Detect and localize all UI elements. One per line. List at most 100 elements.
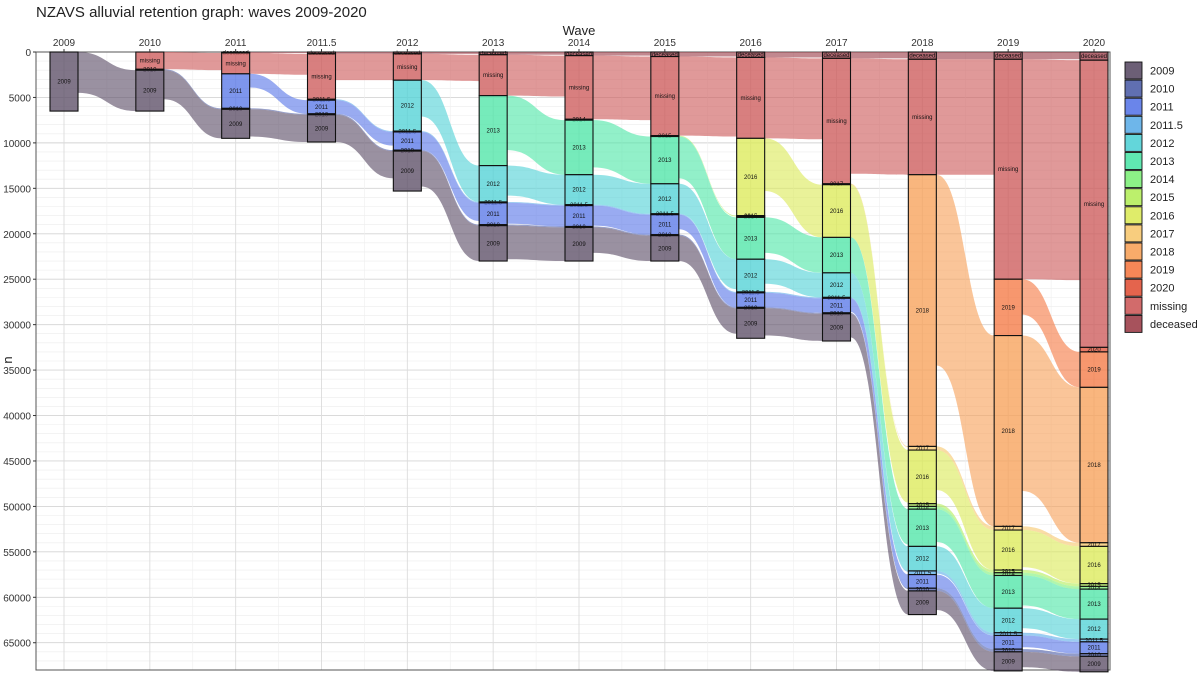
- stratum-label: 2016: [830, 209, 844, 215]
- stratum-2017-2012: [821, 272, 852, 298]
- stratum-label: missing: [912, 115, 932, 121]
- y-axis-title: n: [0, 356, 15, 363]
- stratum-2019-missing: [993, 58, 1023, 280]
- flow-2011: [593, 205, 651, 235]
- stratum-2016-2016: [736, 137, 766, 217]
- flow-deceased: [507, 52, 565, 55]
- stratum-label: 2011: [401, 139, 415, 145]
- x-tick-label: 2012: [396, 38, 419, 49]
- stratum-label: 2013: [1087, 602, 1101, 608]
- stratum-2015-2013: [650, 135, 680, 185]
- stratum-label: deceased: [995, 54, 1021, 60]
- x-tick-label: 2016: [740, 38, 763, 49]
- stratum-2020-2013: [1079, 588, 1109, 620]
- stratum-label: 2009: [1001, 659, 1015, 665]
- stratum-label: missing: [225, 61, 245, 67]
- x-tick-label: 2011.5: [307, 38, 337, 49]
- x-tick-label: 2017: [825, 38, 848, 49]
- stratum-label: 2009: [916, 601, 930, 607]
- stratum-2016-2009: [736, 307, 766, 339]
- stratum-label: missing: [740, 96, 760, 102]
- legend-swatch: [1124, 260, 1143, 279]
- flow-2013: [507, 95, 565, 175]
- stratum-label: 2012: [916, 557, 930, 563]
- flow-2013: [1022, 575, 1080, 620]
- stratum-label: 2016: [1001, 548, 1015, 554]
- flow-missing: [421, 53, 480, 82]
- stratum-label: missing: [483, 73, 503, 79]
- stratum-2017-missing: [821, 57, 852, 185]
- flow-2013: [936, 509, 995, 609]
- stratum-label: deceased: [738, 53, 764, 59]
- flow-missing: [678, 56, 737, 137]
- stratum-2017-2013: [821, 236, 852, 274]
- flow-2009: [335, 114, 394, 179]
- stratum-label: 2011: [1002, 640, 1016, 646]
- stratum-2016-2013: [736, 216, 766, 260]
- flow-2017: [1022, 526, 1080, 547]
- flow-2012: [764, 259, 823, 298]
- y-tick-label: 35000: [3, 366, 31, 377]
- flow-2018: [936, 174, 995, 527]
- flow-deceased: [421, 52, 480, 54]
- flow-2009: [764, 308, 823, 342]
- stratum-2019-2009: [993, 651, 1023, 672]
- x-tick-label: 2013: [482, 38, 505, 49]
- flow-2016: [936, 450, 995, 571]
- y-tick-label: 5000: [9, 93, 32, 104]
- stratum-label: 2017: [1001, 526, 1015, 532]
- y-tick-label: 20000: [3, 230, 31, 241]
- stratum-2019-2016: [993, 529, 1023, 571]
- stratum-2018-missing: [907, 58, 937, 176]
- stratum-label: 2012: [1001, 618, 1015, 624]
- flow-deceased: [1022, 52, 1080, 60]
- stratum-label: 2013: [1001, 590, 1015, 596]
- stratum-label: deceased: [823, 53, 849, 59]
- stratum-label: 2011: [916, 579, 930, 585]
- stratum-label: 2016: [1087, 563, 1101, 569]
- flow-2013: [764, 217, 823, 273]
- stratum-label: 2013: [830, 253, 844, 259]
- stratum-label: 2017: [916, 446, 930, 452]
- y-tick-label: 30000: [3, 321, 31, 332]
- flow-2017: [850, 183, 909, 448]
- stratum-label: 2016: [744, 175, 758, 181]
- flow-2011.5: [593, 204, 651, 215]
- flow-2014: [936, 506, 995, 576]
- stratum-label: 2020: [1087, 348, 1101, 354]
- flow-2010: [678, 234, 737, 309]
- flow-2009: [850, 313, 909, 615]
- legend-swatch: [1124, 314, 1143, 333]
- stratum-label: 2009: [572, 242, 586, 248]
- stratum-label: deceased: [1081, 54, 1107, 60]
- flow-2009: [421, 151, 480, 262]
- stratum-label: 2009: [229, 122, 243, 128]
- stratum-label: 2013: [744, 236, 758, 242]
- stratum-2018-2016: [907, 449, 937, 505]
- stratum-label: 2013: [486, 129, 500, 135]
- stratum-label: 2011: [830, 304, 844, 310]
- flow-2015: [936, 503, 995, 573]
- stratum-2019-2018: [993, 335, 1023, 527]
- legend-swatch: [1124, 115, 1143, 134]
- flow-2018: [1022, 335, 1080, 543]
- stratum-label: missing: [397, 65, 417, 71]
- y-tick-label: 25000: [3, 275, 31, 286]
- flow-2013: [593, 120, 651, 184]
- stratum-2012-missing: [392, 53, 422, 81]
- stratum-label: 2011: [487, 212, 501, 218]
- flow-2010: [850, 312, 909, 590]
- flow-2012: [507, 165, 565, 205]
- flow-deceased: [936, 52, 995, 60]
- x-tick-label: 2020: [1083, 38, 1106, 49]
- stratum-label: 2009: [830, 325, 844, 331]
- legend-label: 2011: [1150, 102, 1174, 114]
- stratum-label: 2013: [916, 526, 930, 532]
- legend-label: missing: [1150, 301, 1187, 313]
- legend-label: 2010: [1150, 84, 1174, 96]
- x-tick-label: 2015: [654, 38, 677, 49]
- flow-2015: [678, 135, 737, 217]
- flow-2015: [1022, 570, 1080, 587]
- legend-label: 2018: [1150, 247, 1174, 259]
- stratum-label: 2016: [916, 475, 930, 481]
